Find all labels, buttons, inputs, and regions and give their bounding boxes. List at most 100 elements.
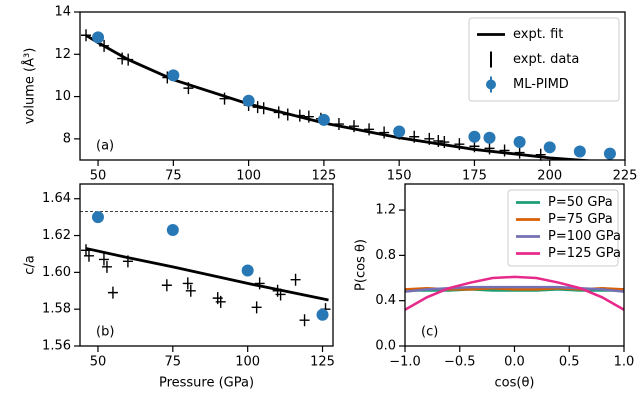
- data-point: [81, 29, 92, 42]
- y-tick-label: 1.58: [42, 302, 71, 317]
- legend-label: P=75 GPa: [548, 212, 613, 227]
- panel-annotation: (c): [421, 325, 438, 340]
- data-point: [123, 53, 134, 66]
- data-point: [219, 92, 230, 105]
- data-point: [251, 301, 262, 314]
- legend-label: expt. fit: [513, 27, 563, 42]
- x-tick-label: 100: [236, 169, 261, 184]
- x-axis-label: cos(θ): [495, 376, 535, 391]
- legend-label: P=125 GPa: [548, 246, 621, 261]
- data-point: [483, 131, 496, 144]
- x-tick-label: 100: [235, 355, 260, 370]
- data-point: [364, 123, 375, 136]
- x-tick-label: 125: [310, 355, 335, 370]
- y-axis-label: volume (Å³): [22, 48, 38, 125]
- data-point: [468, 130, 481, 143]
- data-point: [603, 147, 616, 160]
- data-point: [183, 82, 194, 95]
- y-tick-label: 12: [54, 47, 71, 62]
- y-axis-label: P(cos θ): [354, 239, 369, 291]
- data-point: [185, 284, 196, 297]
- panel-annotation: (b): [96, 325, 114, 340]
- data-point: [101, 260, 112, 273]
- data-point: [484, 142, 495, 155]
- x-tick-label: 125: [311, 169, 336, 184]
- data-point: [182, 277, 193, 290]
- legend-label: P=50 GPa: [548, 195, 613, 210]
- data-point: [99, 39, 110, 52]
- data-point: [294, 109, 305, 122]
- data-point: [275, 288, 286, 301]
- data-point: [254, 277, 265, 290]
- x-tick-label: −1.0: [389, 355, 421, 370]
- data-point: [317, 113, 330, 126]
- series-line: [405, 285, 624, 293]
- data-point: [513, 136, 526, 149]
- data-point: [167, 69, 180, 82]
- data-point: [282, 108, 293, 121]
- data-point: [333, 118, 344, 131]
- y-tick-label: 1.56: [42, 339, 71, 354]
- y-tick-label: 0.4: [375, 293, 396, 308]
- data-point: [107, 286, 118, 299]
- y-tick-label: 8: [63, 131, 71, 146]
- panel-annotation: (a): [96, 139, 114, 154]
- series-line: [85, 34, 592, 160]
- data-point: [258, 102, 269, 115]
- data-point: [379, 126, 390, 139]
- x-tick-label: 0.5: [559, 355, 580, 370]
- data-point: [92, 31, 105, 44]
- legend-box: [468, 17, 620, 102]
- data-point: [122, 255, 133, 268]
- plot-frame: [404, 183, 625, 347]
- x-tick-label: 75: [165, 169, 182, 184]
- data-point: [535, 148, 546, 161]
- plot-frame: [79, 11, 626, 161]
- data-point: [273, 106, 284, 119]
- y-tick-label: 14: [54, 5, 71, 20]
- x-tick-label: 225: [613, 169, 638, 184]
- data-point: [242, 94, 255, 107]
- data-point: [166, 224, 179, 237]
- y-tick-label: 1.60: [42, 265, 71, 280]
- data-point: [393, 125, 406, 138]
- x-tick-label: 175: [462, 169, 487, 184]
- x-tick-label: −0.5: [444, 355, 476, 370]
- data-point: [215, 295, 226, 308]
- data-point: [98, 253, 109, 266]
- series-line: [85, 247, 329, 302]
- data-point: [433, 134, 444, 147]
- x-tick-label: 50: [90, 169, 107, 184]
- data-point: [91, 211, 104, 224]
- data-point: [316, 308, 329, 321]
- data-point: [241, 264, 254, 277]
- data-point: [439, 136, 450, 149]
- data-point: [299, 314, 310, 327]
- x-tick-label: 1.0: [614, 355, 635, 370]
- y-tick-label: 1.62: [42, 228, 71, 243]
- y-tick-label: 0.8: [375, 248, 396, 263]
- data-point: [83, 249, 94, 262]
- data-point: [499, 144, 510, 157]
- y-tick-label: 0.0: [375, 339, 396, 354]
- data-point: [161, 279, 172, 292]
- legend-swatch: [486, 79, 496, 90]
- y-axis-label: c/a: [23, 255, 38, 275]
- x-tick-label: 200: [537, 169, 562, 184]
- x-tick-label: 0.0: [504, 355, 525, 370]
- plot-frame: [79, 183, 334, 347]
- data-point: [514, 146, 525, 159]
- data-point: [290, 273, 301, 286]
- y-tick-label: 10: [54, 89, 71, 104]
- y-tick-label: 1.2: [375, 203, 396, 218]
- x-tick-label: 50: [90, 355, 107, 370]
- data-point: [349, 120, 360, 133]
- data-point: [424, 132, 435, 145]
- legend-box: [507, 189, 619, 267]
- x-axis-label: Pressure (GPa): [159, 376, 254, 391]
- legend-label: expt. data: [513, 52, 579, 67]
- x-tick-label: 150: [387, 169, 412, 184]
- data-point: [303, 110, 314, 123]
